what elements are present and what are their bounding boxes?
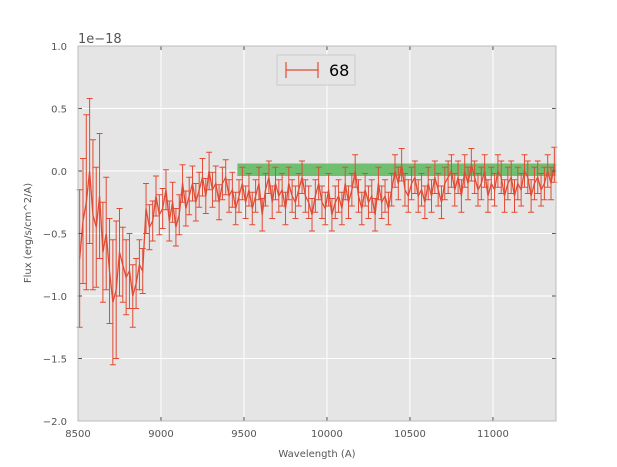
- y-tick-label: −0.5: [43, 230, 67, 241]
- axes: 8500 9000 9500 10000 10500 11000 1.0 0.5 0.0 −0.5…: [43, 42, 557, 440]
- x-tick-label: 8500: [65, 429, 90, 440]
- y-tick-label: −1.5: [43, 355, 67, 366]
- x-tick-label: 9500: [231, 429, 256, 440]
- y-axis-label: Flux (erg/s/cm^2/A): [23, 183, 34, 283]
- series-layer: [76, 98, 558, 366]
- x-tick-label: 9000: [148, 429, 173, 440]
- shaded-band: [237, 163, 557, 176]
- y-tick-label: −1.0: [43, 292, 67, 303]
- y-tick-label: −2.0: [43, 417, 67, 428]
- legend-label: 68: [329, 61, 349, 80]
- y-multiplier-label: 1e−18: [78, 32, 122, 47]
- series-line: [79, 164, 555, 303]
- plot-frame: [77, 45, 557, 422]
- y-tick-label: 0.5: [51, 105, 67, 116]
- x-axis-label: Wavelength (A): [278, 449, 355, 460]
- band-layer: [237, 163, 557, 176]
- x-tick-label: 11000: [477, 429, 509, 440]
- y-tick-label: 1.0: [51, 42, 67, 53]
- legend: 68: [276, 54, 356, 86]
- y-tick-label: 0.0: [51, 167, 67, 178]
- x-tick-label: 10000: [311, 429, 343, 440]
- series-68: [76, 98, 558, 366]
- grid: [77, 45, 556, 422]
- x-tick-label: 10500: [394, 429, 426, 440]
